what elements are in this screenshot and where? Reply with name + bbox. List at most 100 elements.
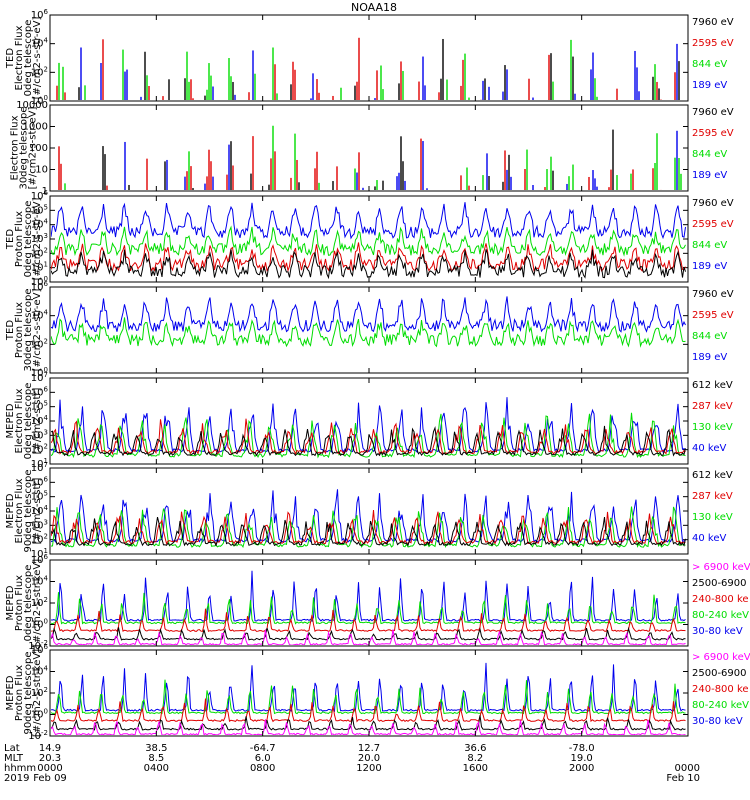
flux-trace (51, 516, 686, 547)
x-tick-label: 12.7 (358, 743, 380, 754)
x-tick-label: 1600 (463, 763, 488, 774)
figure-title: NOAA18 (351, 1, 397, 14)
x-tick-label: 36.6 (464, 743, 486, 754)
y-axis-label: Proton Flux (14, 211, 25, 267)
x-tick-label: 0400 (144, 763, 169, 774)
y-axis-label: [#/cm2-s-str] (32, 387, 43, 454)
data-traces (51, 296, 686, 348)
x-tick-label: 8.2 (467, 753, 483, 764)
y-axis-label: MEPED (5, 585, 16, 620)
legend-entry: 2595 eV (692, 219, 734, 230)
legend-entry: 844 eV (692, 149, 727, 160)
legend-entry: 2500-6900 (692, 578, 747, 589)
x-tick-label: 20.0 (358, 753, 380, 764)
y-axis-label: Electron Flux (10, 115, 21, 180)
legend-entry: 40 keV (692, 443, 726, 454)
legend-entry: 2595 eV (692, 128, 734, 139)
x-row-label: hhmm (4, 763, 36, 774)
y-axis-label: [#/cm2-s-str-eV] (32, 198, 43, 281)
y-axis-label: 90deg telescope (23, 651, 34, 734)
legend-entry: 844 eV (692, 331, 727, 342)
x-tick-label: 6.0 (255, 753, 271, 764)
legend-entry: 189 eV (692, 170, 727, 181)
legend-entry: 7960 eV (692, 198, 734, 209)
legend-entry: 30-80 keV (692, 716, 743, 727)
x-tick-label: 38.5 (145, 743, 167, 754)
y-axis-label: Electron Flux (14, 25, 25, 90)
flux-trace (51, 202, 686, 240)
x-tick-label: 0800 (250, 763, 275, 774)
y-axis-label: Proton Flux (14, 575, 25, 631)
flux-trace (51, 249, 686, 280)
x-tick-label: 0000 (675, 763, 700, 774)
flux-trace (51, 698, 686, 723)
legend-entry: 240-800 ke (692, 594, 749, 605)
legend-entry: 80-240 keV (692, 700, 749, 711)
y-axis-label: [#/cm2-s-str-eV] (32, 289, 43, 372)
flux-trace (51, 592, 686, 625)
x-tick-label: 8.5 (148, 753, 164, 764)
x-tick-label: 14.9 (39, 743, 61, 754)
y-axis-label: [#/cm2-s-str-keV] (32, 649, 43, 737)
legend-entry: 240-800 ke (692, 684, 749, 695)
flux-trace (51, 412, 686, 459)
legend-entry: 7960 eV (692, 289, 734, 300)
y-axis-label: 0deg telescope (23, 201, 34, 278)
x-tick-label: -64.7 (250, 743, 276, 754)
panel-frame (49, 286, 689, 374)
x-tick-label: 19.0 (571, 753, 593, 764)
y-axis-label: MEPED (5, 493, 16, 528)
x-row-label: MLT (4, 753, 24, 764)
legend-entry: 287 keV (692, 401, 733, 412)
flux-trace (51, 662, 686, 713)
panel-frame (49, 649, 689, 737)
x-tick-label: 1200 (356, 763, 381, 774)
flux-trace (51, 296, 686, 333)
flux-trace (51, 719, 686, 735)
data-traces (56, 37, 680, 100)
y-tick-label: 100 (29, 143, 48, 154)
legend-entry: 189 eV (692, 352, 727, 363)
x-tick-label: -78.0 (569, 743, 595, 754)
data-traces (58, 125, 682, 190)
data-traces (51, 202, 686, 280)
legend-entry: 189 eV (692, 80, 727, 91)
flux-trace (51, 629, 686, 645)
x-tick-label: Feb 09 (33, 773, 67, 784)
legend-entry: > 6900 keV (692, 652, 750, 663)
flux-trace (51, 418, 686, 456)
x-row-label: 2019 (4, 773, 29, 784)
flux-trace (51, 626, 686, 641)
flux-trace (51, 425, 686, 457)
legend-entry: 130 keV (692, 512, 733, 523)
y-axis-label: [#/cm2-s-str-keV] (32, 559, 43, 647)
y-axis-label: MEPED (5, 675, 16, 710)
legend-entry: 80-240 keV (692, 610, 749, 621)
legend-entry: 2595 eV (692, 310, 734, 321)
y-axis-label: 0deg telescope (23, 565, 34, 642)
legend-entry: 130 keV (692, 422, 733, 433)
y-axis-label: TED (5, 48, 16, 69)
legend-entry: 844 eV (692, 240, 727, 251)
legend-entry: 612 keV (692, 380, 733, 391)
data-traces (51, 489, 686, 549)
flux-trace (51, 608, 686, 633)
legend-entry: 40 keV (692, 533, 726, 544)
x-row-label: Lat (4, 743, 20, 754)
y-axis-label: [#/cm2-s-str] (32, 477, 43, 544)
data-traces (51, 662, 686, 735)
flux-trace (51, 506, 686, 549)
flux-trace (51, 242, 686, 273)
y-axis-label: [#/cm2-s-str-eV] (28, 107, 39, 190)
legend-entry: 189 eV (692, 261, 727, 272)
legend-entry: 30-80 keV (692, 626, 743, 637)
